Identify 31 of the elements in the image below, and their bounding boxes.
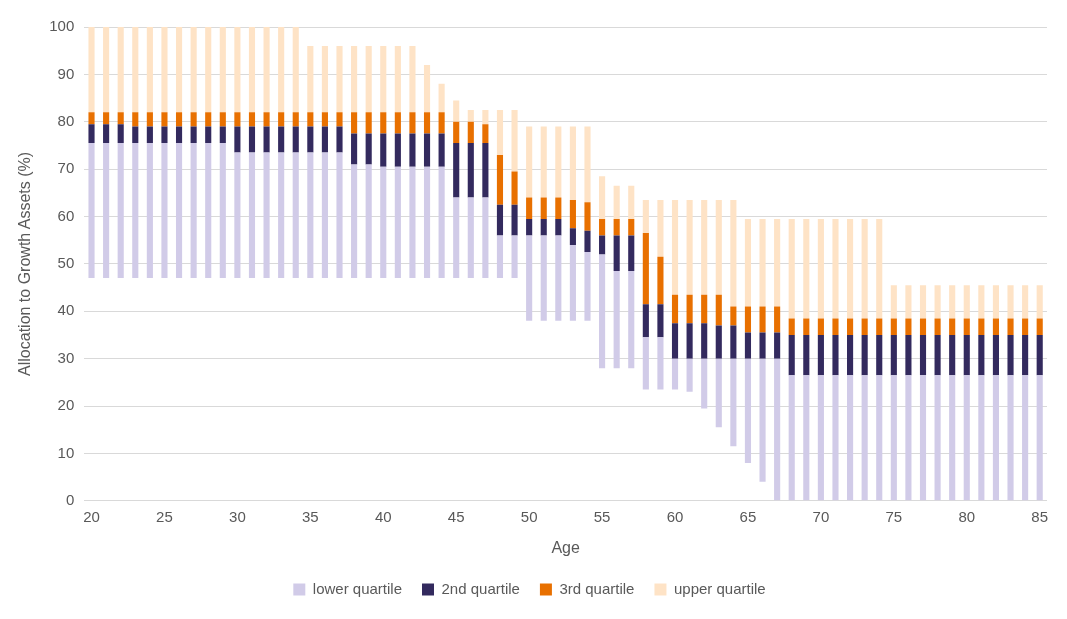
y-tick-label: 100 bbox=[49, 17, 75, 35]
y-tick-label: 60 bbox=[57, 206, 75, 224]
x-tick-label: 30 bbox=[229, 507, 246, 525]
x-tick-label: 75 bbox=[885, 507, 903, 525]
y-tick-label: 0 bbox=[65, 490, 75, 508]
x-tick-label: 50 bbox=[520, 507, 538, 525]
x-tick-label: 35 bbox=[301, 507, 319, 525]
x-tick-label: 20 bbox=[83, 507, 100, 525]
legend-label: 3rd quartile bbox=[559, 579, 635, 597]
legend-label: lower quartile bbox=[312, 579, 403, 597]
x-tick-label: 60 bbox=[666, 507, 684, 525]
y-tick-label: 40 bbox=[57, 301, 75, 319]
x-tick-label: 80 bbox=[958, 507, 976, 525]
y-tick-label: 70 bbox=[57, 159, 75, 177]
y-tick-label: 30 bbox=[57, 348, 75, 366]
x-tick-label: 85 bbox=[1031, 507, 1049, 525]
y-tick-label: 80 bbox=[57, 111, 75, 129]
y-tick-label: 90 bbox=[57, 64, 75, 82]
x-axis-title: Age bbox=[551, 538, 580, 556]
x-tick-label: 25 bbox=[156, 507, 173, 525]
y-tick-label: 50 bbox=[57, 254, 75, 272]
y-axis-title: Allocation to Growth Assets (%) bbox=[16, 151, 34, 376]
x-tick-label: 70 bbox=[812, 507, 830, 525]
x-tick-label: 55 bbox=[593, 507, 611, 525]
x-tick-label: 40 bbox=[374, 507, 392, 525]
y-tick-label: 10 bbox=[57, 443, 75, 461]
x-tick-label: 45 bbox=[447, 507, 465, 525]
legend-label: upper quartile bbox=[673, 579, 766, 597]
x-tick-label: 65 bbox=[739, 507, 757, 525]
y-tick-label: 20 bbox=[57, 396, 75, 414]
legend-label: 2nd quartile bbox=[441, 579, 520, 597]
